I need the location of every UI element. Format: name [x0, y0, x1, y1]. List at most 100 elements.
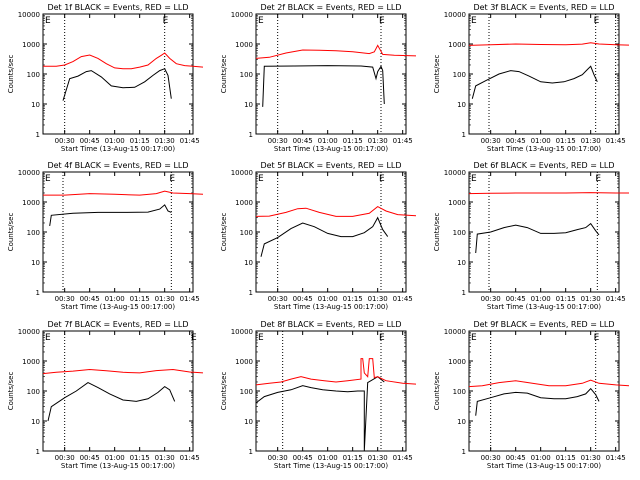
- lld-series-line: [468, 42, 630, 46]
- events-series-line: [62, 68, 172, 101]
- events-series-line: [475, 222, 600, 254]
- x-tick-label: 01:15: [556, 454, 576, 462]
- x-tick-label: 01:00: [105, 295, 125, 303]
- chart-title: Det 2f BLACK = Events, RED = LLD: [260, 3, 401, 12]
- x-tick-label: 01:00: [318, 454, 338, 462]
- y-tick-label: 100: [27, 388, 40, 396]
- x-axis-label: Start Time (13-Aug-15 00:17:00): [61, 303, 175, 311]
- y-tick-label: 100: [453, 388, 466, 396]
- x-tick-label: 00:45: [293, 454, 313, 462]
- y-tick-label: 10: [244, 101, 253, 109]
- y-tick-label: 1: [36, 289, 40, 297]
- y-tick-label: 100: [240, 71, 253, 79]
- x-tick-label: 01:15: [556, 137, 576, 145]
- y-tick-label: 10000: [18, 328, 40, 336]
- x-tick-label: 01:45: [393, 454, 413, 462]
- lld-series-line: [42, 368, 204, 375]
- y-tick-label: 1000: [235, 358, 253, 366]
- x-tick-label: 01:00: [105, 454, 125, 462]
- x-tick-label: 01:00: [318, 295, 338, 303]
- x-tick-label: 01:00: [531, 137, 551, 145]
- events-series-line: [47, 382, 176, 422]
- y-tick-label: 10000: [18, 169, 40, 177]
- y-tick-label: 1000: [448, 199, 466, 207]
- y-tick-label: 1: [462, 131, 466, 139]
- end-marker: E: [191, 333, 197, 343]
- lld-series-line: [43, 52, 204, 70]
- x-tick-label: 00:30: [55, 295, 75, 303]
- y-axis-label: Counts/sec: [220, 213, 228, 252]
- chart-panel-3: Det 3f BLACK = Events, RED = LLD 1 10 100 10…: [433, 3, 630, 153]
- y-axis-label: Counts/sec: [7, 55, 15, 94]
- start-marker: E: [45, 333, 51, 343]
- end-marker: E: [379, 174, 385, 184]
- y-tick-label: 10000: [444, 11, 466, 19]
- x-tick-label: 00:45: [80, 295, 100, 303]
- start-marker: E: [471, 16, 477, 26]
- start-marker: E: [45, 174, 51, 184]
- y-tick-label: 1: [249, 131, 253, 139]
- chart-panel-4: Det 4f BLACK = Events, RED = LLD 1 10 100 10…: [7, 161, 204, 311]
- x-tick-label: 01:45: [393, 137, 413, 145]
- x-tick-label: 00:45: [506, 137, 526, 145]
- y-tick-label: 1000: [22, 199, 40, 207]
- start-marker: E: [258, 16, 264, 26]
- y-tick-label: 1: [249, 289, 253, 297]
- y-tick-label: 100: [240, 388, 253, 396]
- y-tick-label: 1: [249, 448, 253, 456]
- start-marker: E: [258, 174, 264, 184]
- x-tick-label: 00:45: [293, 137, 313, 145]
- chart-title: Det 9f BLACK = Events, RED = LLD: [473, 320, 614, 329]
- x-tick-label: 01:30: [581, 454, 601, 462]
- end-marker: E: [594, 16, 600, 26]
- chart-title: Det 1f BLACK = Events, RED = LLD: [47, 3, 188, 12]
- y-tick-label: 1000: [235, 199, 253, 207]
- y-tick-label: 1000: [22, 358, 40, 366]
- x-tick-label: 01:30: [581, 295, 601, 303]
- start-marker: E: [471, 333, 477, 343]
- y-tick-label: 1000: [448, 41, 466, 49]
- plot-frame: [255, 171, 407, 293]
- y-axis-label: Counts/sec: [220, 55, 228, 94]
- chart-panel-7: Det 7f BLACK = Events, RED = LLD 1 10 100 10…: [7, 320, 204, 470]
- x-tick-label: 01:45: [180, 295, 200, 303]
- y-axis-label: Counts/sec: [7, 213, 15, 252]
- x-tick-label: 01:45: [606, 295, 626, 303]
- y-tick-label: 10000: [444, 169, 466, 177]
- y-tick-label: 10: [31, 101, 40, 109]
- x-tick-label: 00:30: [268, 295, 288, 303]
- chart-panel-8: Det 8f BLACK = Events, RED = LLD 1 10 100 10…: [220, 320, 417, 470]
- x-tick-label: 01:15: [343, 454, 363, 462]
- x-tick-label: 01:45: [606, 454, 626, 462]
- x-tick-label: 01:45: [180, 137, 200, 145]
- x-tick-label: 01:30: [155, 454, 175, 462]
- x-tick-label: 01:15: [130, 137, 150, 145]
- x-tick-label: 01:30: [155, 137, 175, 145]
- lld-series-line: [468, 379, 630, 388]
- chart-title: Det 3f BLACK = Events, RED = LLD: [473, 3, 614, 12]
- x-tick-label: 00:30: [268, 454, 288, 462]
- chart-title: Det 8f BLACK = Events, RED = LLD: [260, 320, 401, 329]
- plot-frame: [468, 330, 620, 452]
- end-marker: E: [379, 16, 385, 26]
- y-tick-label: 1: [462, 289, 466, 297]
- x-tick-label: 01:00: [318, 137, 338, 145]
- end-marker: E: [594, 333, 600, 343]
- end-marker: E: [169, 174, 175, 184]
- x-axis-label: Start Time (13-Aug-15 00:17:00): [61, 145, 175, 153]
- y-tick-label: 100: [453, 229, 466, 237]
- events-series-line: [471, 65, 598, 99]
- y-tick-label: 1000: [235, 41, 253, 49]
- x-axis-label: Start Time (13-Aug-15 00:17:00): [487, 462, 601, 470]
- lld-series-line: [468, 192, 629, 195]
- plot-frame: [468, 13, 620, 135]
- lld-series-line: [255, 206, 417, 217]
- chart-panel-6: Det 6f BLACK = Events, RED = LLD 1 10 100 10…: [433, 161, 629, 311]
- x-tick-label: 01:45: [606, 137, 626, 145]
- y-tick-label: 10000: [231, 11, 253, 19]
- x-tick-label: 01:15: [130, 454, 150, 462]
- x-tick-label: 01:45: [393, 295, 413, 303]
- y-tick-label: 1: [36, 131, 40, 139]
- y-tick-label: 10000: [231, 328, 253, 336]
- x-tick-label: 01:30: [368, 454, 388, 462]
